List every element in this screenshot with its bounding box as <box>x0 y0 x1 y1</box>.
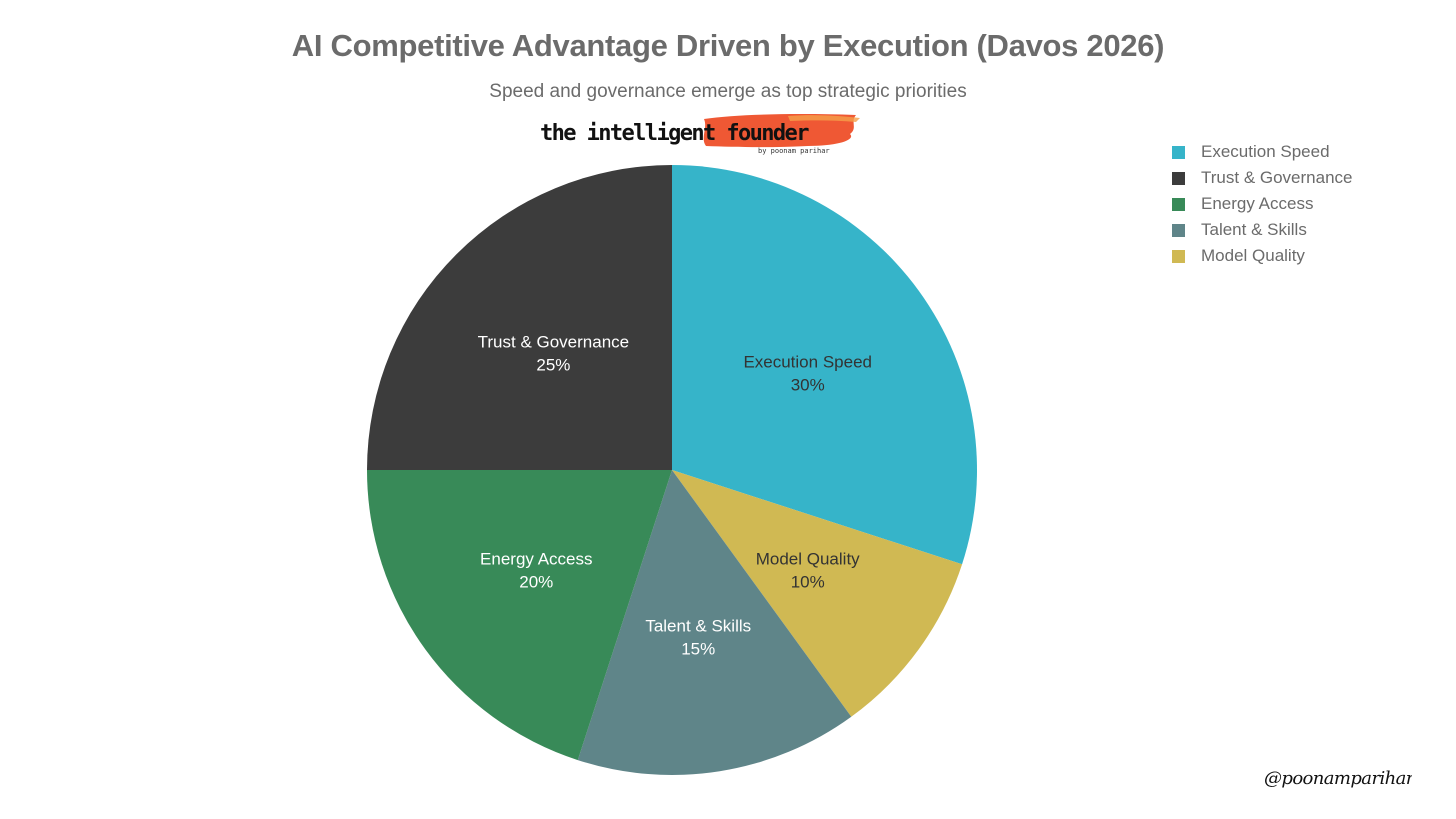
pie-slice-execution-speed <box>672 165 978 565</box>
logo-brush-stroke <box>703 114 856 148</box>
legend-swatch <box>1172 145 1185 159</box>
legend-item-talent-and-skills: Talent & Skills <box>1172 217 1353 243</box>
legend-label: Model Quality <box>1201 246 1305 265</box>
legend-label: Talent & Skills <box>1201 220 1307 239</box>
legend-swatch <box>1172 223 1185 237</box>
slice-value-talent-and-skills: 15% <box>681 640 715 659</box>
logo-byline: by poonam parihar <box>758 147 830 155</box>
pie-slice-trust-and-governance <box>367 165 672 470</box>
logo-text: the intelligent founder <box>540 121 809 146</box>
chart-subtitle: Speed and governance emerge as top strat… <box>489 81 967 102</box>
slice-label-trust-and-governance: Trust & Governance <box>478 332 630 351</box>
legend-swatch <box>1172 171 1185 185</box>
legend-item-trust-and-governance: Trust & Governance <box>1172 165 1353 191</box>
slice-value-energy-access: 20% <box>519 573 553 592</box>
legend-swatch <box>1172 249 1185 263</box>
pie-slice-model-quality <box>672 470 963 717</box>
legend-label: Energy Access <box>1201 194 1314 213</box>
slice-value-execution-speed: 30% <box>791 375 825 394</box>
brand-logo: the intelligent founder by poonam pariha… <box>540 114 860 155</box>
chart-legend: Execution Speed Trust & Governance Energy … <box>1172 139 1353 269</box>
slice-label-talent-and-skills: Talent & Skills <box>645 617 751 636</box>
legend-item-energy-access: Energy Access <box>1172 191 1353 217</box>
chart-title: AI Competitive Advantage Driven by Execu… <box>291 28 1165 63</box>
slice-label-model-quality: Model Quality <box>756 550 860 569</box>
legend-item-model-quality: Model Quality <box>1172 243 1353 269</box>
legend-swatch <box>1172 197 1185 211</box>
legend-label: Trust & Governance <box>1201 168 1353 187</box>
slice-label-execution-speed: Execution Speed <box>743 352 872 371</box>
pie-slice-talent-and-skills <box>577 470 852 775</box>
slice-value-model-quality: 10% <box>791 573 825 592</box>
legend-item-execution-speed: Execution Speed <box>1172 139 1353 165</box>
signature-text: @poonamparihar <box>1264 768 1412 789</box>
signature: @poonamparihar <box>1264 768 1412 789</box>
slice-value-trust-and-governance: 25% <box>536 355 570 374</box>
slice-label-energy-access: Energy Access <box>480 550 592 569</box>
pie-slice-energy-access <box>367 470 672 761</box>
legend-label: Execution Speed <box>1201 142 1330 161</box>
